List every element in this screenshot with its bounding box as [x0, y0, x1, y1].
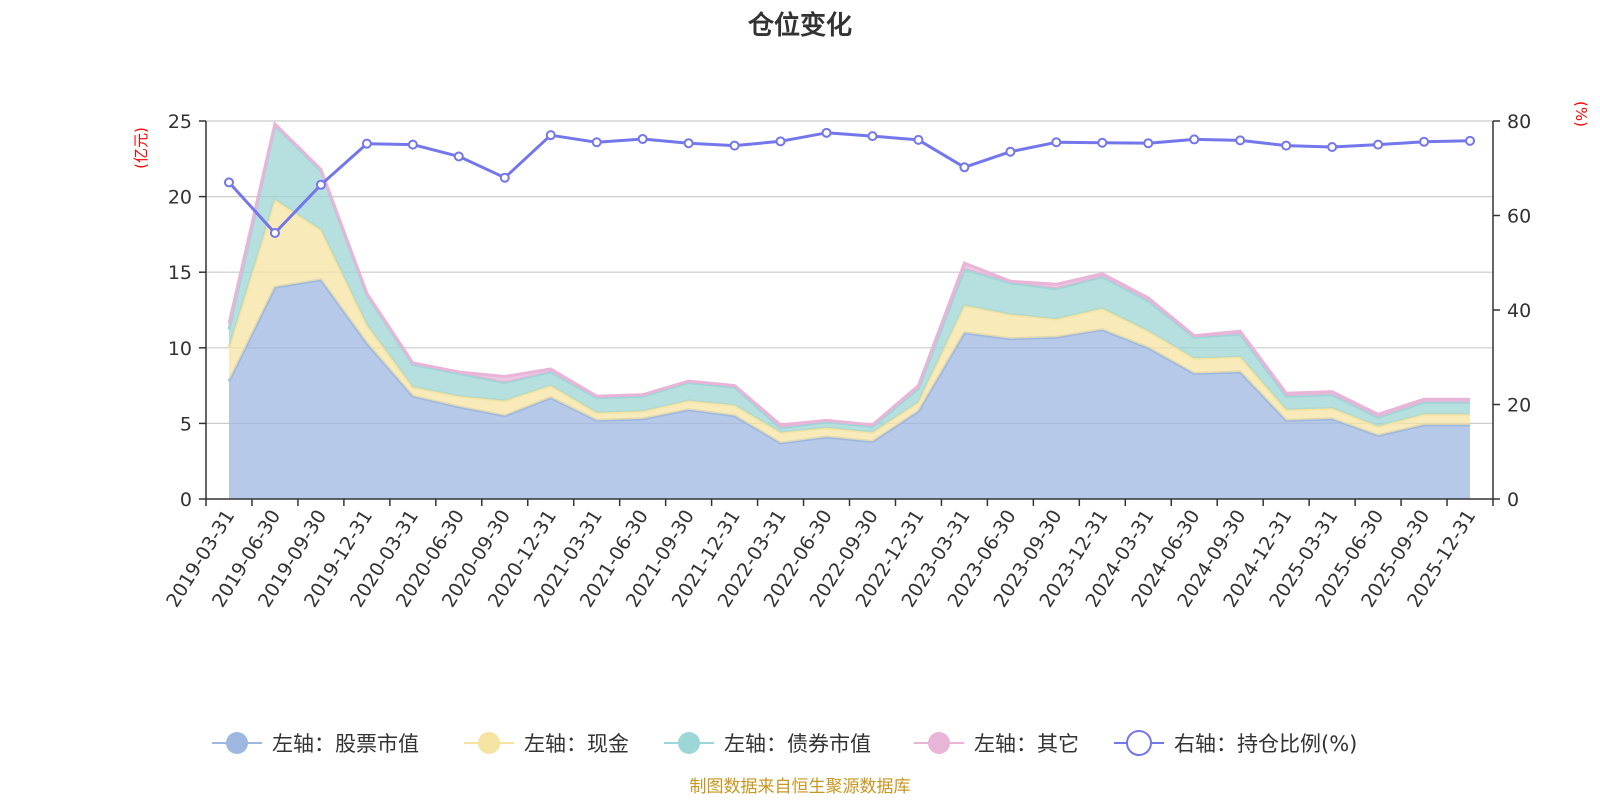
- ratio-point[interactable]: [637, 133, 648, 144]
- area-2: [229, 199, 1470, 444]
- left-tick-label: 5: [180, 413, 192, 435]
- stacked-areas: [227, 121, 1470, 499]
- right-tick-label: 60: [1507, 206, 1531, 228]
- legend-marker: [226, 732, 248, 754]
- right-tick-label: 80: [1507, 111, 1531, 133]
- legend-marker: [678, 732, 700, 754]
- ratio-point[interactable]: [1051, 137, 1062, 148]
- left-tick-label: 25: [168, 111, 192, 133]
- ratio-point[interactable]: [453, 151, 464, 162]
- area-1: [229, 279, 1470, 499]
- left-tick-label: 0: [180, 489, 192, 511]
- ratio-point[interactable]: [821, 127, 832, 138]
- ratio-point[interactable]: [867, 131, 878, 142]
- ratio-point[interactable]: [1235, 135, 1246, 146]
- ratio-point[interactable]: [315, 179, 326, 190]
- ratio-point[interactable]: [1143, 138, 1154, 149]
- ratio-point[interactable]: [959, 162, 970, 173]
- ratio-point[interactable]: [1005, 146, 1016, 157]
- ratio-point[interactable]: [1189, 134, 1200, 145]
- area-3: [229, 125, 1470, 433]
- legend-item-3[interactable]: 左轴：债券市值: [664, 732, 871, 756]
- legend-item-5[interactable]: 右轴：持仓比例(%): [1114, 730, 1357, 756]
- ratio-point[interactable]: [1465, 135, 1476, 146]
- ratio-point[interactable]: [1327, 141, 1338, 152]
- ratio-point[interactable]: [683, 138, 694, 149]
- ratio-point[interactable]: [269, 227, 280, 238]
- ratio-point[interactable]: [407, 139, 418, 150]
- legend-marker: [1126, 730, 1152, 756]
- right-tick-label: 0: [1507, 489, 1519, 511]
- ratio-point[interactable]: [223, 177, 234, 188]
- chart-title: 仓位变化: [747, 10, 852, 41]
- left-tick-label: 15: [168, 262, 192, 284]
- legend-marker: [478, 732, 500, 754]
- ratio-line-path: [227, 131, 1471, 235]
- ratio-point[interactable]: [913, 134, 924, 145]
- left-axis-unit: (亿元): [132, 127, 150, 169]
- legend-item-2[interactable]: 左轴：现金: [464, 732, 629, 756]
- ratio-point[interactable]: [499, 172, 510, 183]
- left-tick-label: 20: [168, 187, 192, 209]
- ratio-point[interactable]: [1419, 136, 1430, 147]
- legend-item-4[interactable]: 左轴：其它: [914, 732, 1079, 756]
- legend-marker: [928, 732, 950, 754]
- ratio-point[interactable]: [1373, 139, 1384, 150]
- legend-label: 左轴：其它: [974, 732, 1079, 756]
- ratio-point[interactable]: [729, 140, 740, 151]
- left-tick-label: 10: [168, 338, 192, 360]
- legend-label: 左轴：股票市值: [272, 732, 419, 756]
- ratio-point[interactable]: [1281, 140, 1292, 151]
- legend-item-1[interactable]: 左轴：股票市值: [212, 732, 419, 756]
- data-source-note: 制图数据来自恒生聚源数据库: [690, 777, 911, 797]
- ratio-point[interactable]: [361, 138, 372, 149]
- legend-label: 左轴：债券市值: [724, 732, 871, 756]
- legend[interactable]: 左轴：股票市值 左轴：现金 左轴：债券市值 左轴：其它 右轴：持仓比例(%): [212, 730, 1357, 756]
- legend-label: 右轴：持仓比例(%): [1174, 732, 1357, 756]
- right-axis-unit: (%): [1572, 101, 1590, 127]
- ratio-point[interactable]: [545, 130, 556, 141]
- ratio-point[interactable]: [1097, 137, 1108, 148]
- right-tick-label: 40: [1507, 300, 1531, 322]
- ratio-point[interactable]: [775, 136, 786, 147]
- legend-label: 左轴：现金: [524, 732, 629, 756]
- ratio-point[interactable]: [591, 137, 602, 148]
- area-edge-4: [227, 121, 1470, 427]
- position-ratio-line: [223, 127, 1476, 238]
- right-tick-label: 20: [1507, 395, 1531, 417]
